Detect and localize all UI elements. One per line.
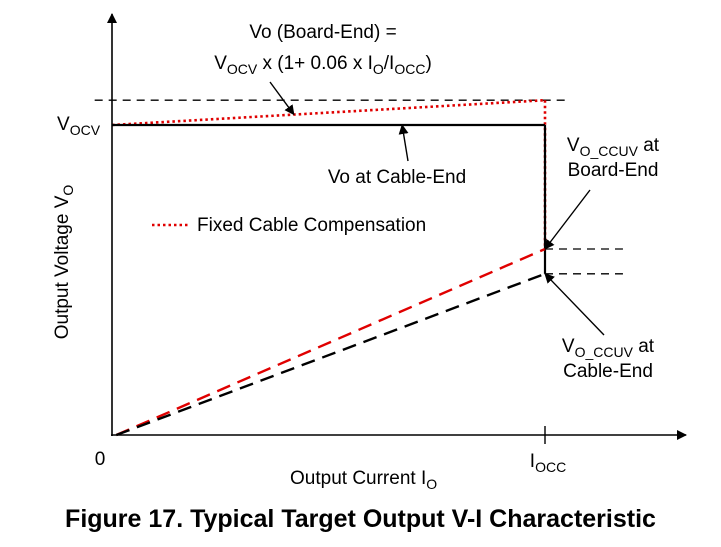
annotation-board-ccuv-arrow	[544, 189, 591, 250]
annotation-board-end-formula-arrow	[269, 81, 295, 116]
y-axis-label: Output Voltage VO	[52, 185, 76, 340]
series-board-end-cv	[111, 98, 546, 127]
annotation-board-end-formula-line1: Vo (Board-End) =	[249, 22, 396, 43]
series-board-end-cc	[115, 247, 546, 437]
annotation-cable-ccuv-line2: Cable-End	[563, 361, 653, 382]
series-cable-end-cc	[115, 272, 546, 437]
figure-caption: Figure 17. Typical Target Output V-I Cha…	[65, 505, 656, 533]
y-tick-label-vocv: VOCV	[57, 114, 101, 138]
vi-characteristic-chart: 0 IOCC VOCV Output Current IO Output Voltage…	[52, 13, 687, 492]
x-axis-label: Output Current IO	[290, 468, 437, 492]
annotation-board-end-formula-line2: VOCV x (1+ 0.06 x IO/IOCC)	[214, 53, 432, 77]
annotation-board-ccuv-line1: VO_CCUV at	[567, 135, 660, 159]
annotation-cable-end-cv-arrow	[398, 124, 409, 162]
x-tick-label-zero: 0	[95, 449, 106, 470]
legend-label-fixed-cable-comp: Fixed Cable Compensation	[197, 215, 426, 236]
x-tick-label-iocc: IOCC	[530, 451, 566, 475]
annotation-board-ccuv-line2: Board-End	[568, 160, 659, 181]
annotation-cable-ccuv-line1: VO_CCUV at	[562, 336, 655, 360]
annotation-cable-ccuv-arrow	[544, 273, 605, 336]
annotation-cable-end-cv: Vo at Cable-End	[328, 167, 466, 188]
